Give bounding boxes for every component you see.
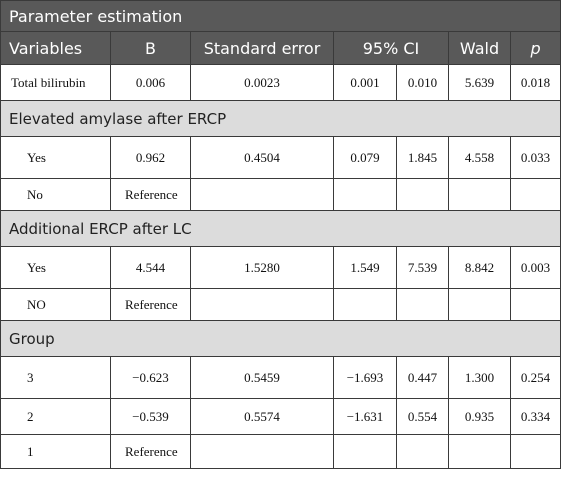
- cell-se: [190, 178, 334, 211]
- row-label: 1: [0, 434, 111, 469]
- cell-p: 0.334: [509, 398, 561, 435]
- cell-se: 1.5280: [190, 246, 334, 289]
- cell-p: [509, 178, 561, 211]
- table-row: Yes 0.962 0.4504 0.079 1.845 4.558 0.033: [0, 136, 561, 179]
- cell-se: 0.5459: [190, 356, 334, 399]
- table-title: Parameter estimation: [0, 0, 561, 32]
- cell-se: [190, 288, 334, 321]
- table-row: No Reference: [0, 178, 561, 211]
- cell-wald: 5.639: [448, 64, 511, 101]
- cell-wald: 1.300: [448, 356, 511, 399]
- cell-p: [509, 434, 561, 469]
- cell-p: 0.033: [509, 136, 561, 179]
- table-row: 1 Reference: [0, 434, 561, 469]
- row-label: Total bilirubin: [0, 64, 111, 101]
- cell-ci-low: [333, 434, 397, 469]
- cell-wald: 4.558: [448, 136, 511, 179]
- section-row: Group: [0, 320, 561, 357]
- cell-b: Reference: [110, 434, 191, 469]
- section-row: Elevated amylase after ERCP: [0, 100, 561, 137]
- header-variables: Variables: [0, 31, 111, 65]
- cell-ci-low: 0.001: [333, 64, 397, 101]
- parameter-estimation-table: Parameter estimation Variables B Standar…: [0, 0, 561, 469]
- cell-ci-low: 1.549: [333, 246, 397, 289]
- cell-ci-low: 0.079: [333, 136, 397, 179]
- cell-wald: [448, 288, 511, 321]
- section-label: Elevated amylase after ERCP: [0, 100, 561, 137]
- cell-wald: 0.935: [448, 398, 511, 435]
- section-label: Additional ERCP after LC: [0, 210, 561, 247]
- header-b: B: [110, 31, 191, 65]
- row-label: 3: [0, 356, 111, 399]
- cell-p: 0.018: [509, 64, 561, 101]
- cell-p: 0.003: [509, 246, 561, 289]
- cell-wald: [448, 178, 511, 211]
- cell-wald: [448, 434, 511, 469]
- cell-p: [509, 288, 561, 321]
- cell-se: 0.4504: [190, 136, 334, 179]
- cell-ci-low: [333, 288, 397, 321]
- table-header-row: Variables B Standard error 95% CI Wald p: [0, 31, 561, 65]
- cell-ci-low: [333, 178, 397, 211]
- cell-ci-low: −1.693: [333, 356, 397, 399]
- cell-b: 0.962: [110, 136, 191, 179]
- cell-ci-high: 7.539: [396, 246, 449, 289]
- row-label: Yes: [0, 246, 111, 289]
- cell-ci-high: 1.845: [396, 136, 449, 179]
- row-label: Yes: [0, 136, 111, 179]
- cell-b: 0.006: [110, 64, 191, 101]
- cell-b: Reference: [110, 288, 191, 321]
- cell-se: 0.0023: [190, 64, 334, 101]
- cell-b: Reference: [110, 178, 191, 211]
- row-label: No: [0, 178, 111, 211]
- row-label: 2: [0, 398, 111, 435]
- table-row: Yes 4.544 1.5280 1.549 7.539 8.842 0.003: [0, 246, 561, 289]
- cell-p: 0.254: [509, 356, 561, 399]
- table-row: Total bilirubin 0.006 0.0023 0.001 0.010…: [0, 64, 561, 101]
- row-label: NO: [0, 288, 111, 321]
- cell-b: −0.539: [110, 398, 191, 435]
- cell-ci-low: −1.631: [333, 398, 397, 435]
- cell-ci-high: 0.554: [396, 398, 449, 435]
- header-p: p: [509, 31, 561, 65]
- cell-ci-high: [396, 178, 449, 211]
- table-row: 3 −0.623 0.5459 −1.693 0.447 1.300 0.254: [0, 356, 561, 399]
- cell-b: −0.623: [110, 356, 191, 399]
- header-standard-error: Standard error: [190, 31, 334, 65]
- table-row: 2 −0.539 0.5574 −1.631 0.554 0.935 0.334: [0, 398, 561, 435]
- cell-ci-high: [396, 434, 449, 469]
- section-label: Group: [0, 320, 561, 357]
- section-row: Additional ERCP after LC: [0, 210, 561, 247]
- cell-b: 4.544: [110, 246, 191, 289]
- cell-se: 0.5574: [190, 398, 334, 435]
- cell-se: [190, 434, 334, 469]
- header-wald: Wald: [448, 31, 511, 65]
- cell-ci-high: 0.447: [396, 356, 449, 399]
- cell-ci-high: [396, 288, 449, 321]
- header-95-ci: 95% CI: [333, 31, 449, 65]
- table-title-row: Parameter estimation: [0, 0, 561, 32]
- cell-ci-high: 0.010: [396, 64, 449, 101]
- cell-wald: 8.842: [448, 246, 511, 289]
- table-row: NO Reference: [0, 288, 561, 321]
